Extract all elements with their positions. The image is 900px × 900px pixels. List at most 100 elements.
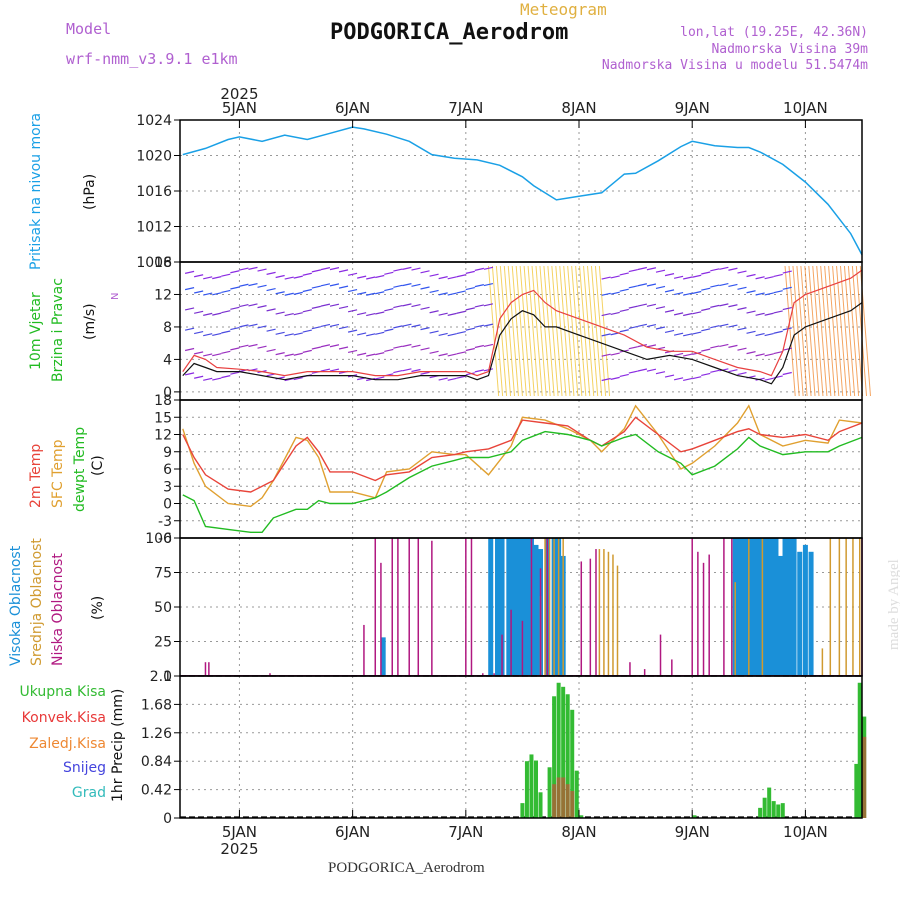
year-label-bottom: 2025	[220, 840, 258, 858]
wind-barb	[843, 265, 856, 397]
wind-barb	[293, 377, 303, 381]
wind-barb	[746, 273, 756, 278]
cloud-bar	[616, 565, 619, 676]
wind-barb	[664, 374, 675, 378]
wind-barb	[429, 289, 439, 294]
wind-barb	[239, 344, 249, 348]
wind-barb	[357, 312, 367, 316]
y-tick-label: 0	[163, 497, 172, 513]
cloud-bar	[470, 538, 473, 676]
cloud-bar	[363, 624, 365, 676]
wind-barb	[828, 265, 840, 397]
wind-barb	[248, 343, 258, 348]
wind-barb	[839, 265, 852, 397]
wind-barb	[456, 274, 466, 278]
wind-barb	[465, 307, 475, 311]
wind-barb	[184, 307, 195, 311]
wind-barb	[610, 311, 620, 316]
wind-barb	[719, 266, 729, 270]
cloud-bar	[397, 538, 399, 676]
x-tick-label-bottom: 6JAN	[335, 823, 370, 841]
wind-barb	[248, 283, 258, 287]
wind-barb	[266, 348, 276, 353]
wind-barb	[420, 306, 430, 310]
cloud-bar	[208, 662, 210, 676]
cloud-bar	[580, 561, 583, 676]
wind-barb	[465, 270, 475, 274]
wind-barb	[474, 267, 485, 271]
altitude-label: Nadmorska Visina 39m	[711, 42, 868, 57]
wind-barb	[683, 276, 693, 280]
wind-barb	[637, 368, 648, 372]
wind-barb	[755, 292, 765, 296]
wind-barb	[257, 345, 267, 349]
wind-barb	[329, 344, 340, 348]
wind-barb	[646, 303, 657, 307]
precip-bar	[556, 777, 561, 818]
wind-barb	[820, 265, 832, 397]
legend-konvek: Konvek.Kisa	[21, 710, 106, 726]
wind-barb	[773, 330, 783, 334]
y-tick-label: 3	[163, 479, 172, 495]
wind-barb	[203, 312, 213, 316]
wind-barb	[447, 292, 457, 296]
model-value: wrf-nmm_v3.9.1 e1km	[66, 50, 238, 68]
wind-barb	[728, 283, 738, 288]
wind-barb	[302, 329, 312, 333]
wind-barb	[384, 287, 394, 292]
wind-barb	[483, 282, 494, 287]
wind-barb	[266, 308, 276, 312]
wind-barb	[420, 327, 430, 331]
wind-barb	[384, 348, 394, 353]
wind-barb	[575, 265, 587, 397]
wind-barb	[832, 265, 844, 397]
cloud-bar	[493, 673, 495, 676]
precip-bar	[570, 790, 575, 818]
cloud-bar	[553, 538, 555, 676]
wind-barb	[411, 324, 421, 328]
wind-barb	[366, 333, 376, 337]
legend-zaledj: Zaledj.Kisa	[29, 736, 106, 752]
wind-barb	[755, 353, 765, 357]
wind-barb	[683, 312, 693, 317]
wind-barb	[692, 376, 702, 380]
wind-barb	[710, 268, 720, 272]
wind-barb	[393, 268, 403, 272]
cloud-bar	[791, 538, 797, 676]
wind-barb	[673, 291, 684, 296]
y-tick-label: -6	[158, 531, 172, 547]
wind-barb	[230, 270, 240, 274]
y-tick-label: 4	[163, 352, 172, 368]
wind-barb	[329, 267, 340, 271]
wind-barb	[851, 265, 864, 397]
cloud-bar	[499, 538, 505, 676]
wind-barb	[375, 311, 385, 315]
wind-barb	[393, 345, 403, 349]
wind-barb	[221, 310, 231, 314]
wind-barb	[411, 283, 421, 287]
wind-barb	[598, 265, 611, 397]
wind-barb	[728, 324, 738, 328]
wind-barb	[637, 266, 648, 271]
wind-barb	[320, 323, 331, 328]
y-tick-label: -3	[158, 514, 172, 530]
cloud-bar	[380, 562, 382, 676]
wind-barb	[583, 265, 595, 397]
x-tick-label-top: 5JAN	[222, 99, 257, 117]
cloud-bar	[530, 538, 533, 676]
cloud-bar	[495, 538, 501, 676]
wind-barb	[284, 353, 294, 357]
precip-bar	[538, 792, 543, 818]
wind-barb	[257, 284, 267, 288]
y-tick-label: 12	[154, 428, 172, 444]
wind-barb	[329, 303, 340, 307]
wind-barb	[683, 333, 693, 337]
cloud-bar	[691, 538, 693, 676]
wind-barb	[248, 266, 258, 270]
wind-barb	[637, 283, 648, 287]
wind-barb	[523, 265, 535, 397]
wind-barb	[628, 346, 638, 350]
wind-barb	[275, 274, 285, 279]
wind-barb	[402, 368, 412, 372]
wind-barb	[203, 276, 213, 280]
